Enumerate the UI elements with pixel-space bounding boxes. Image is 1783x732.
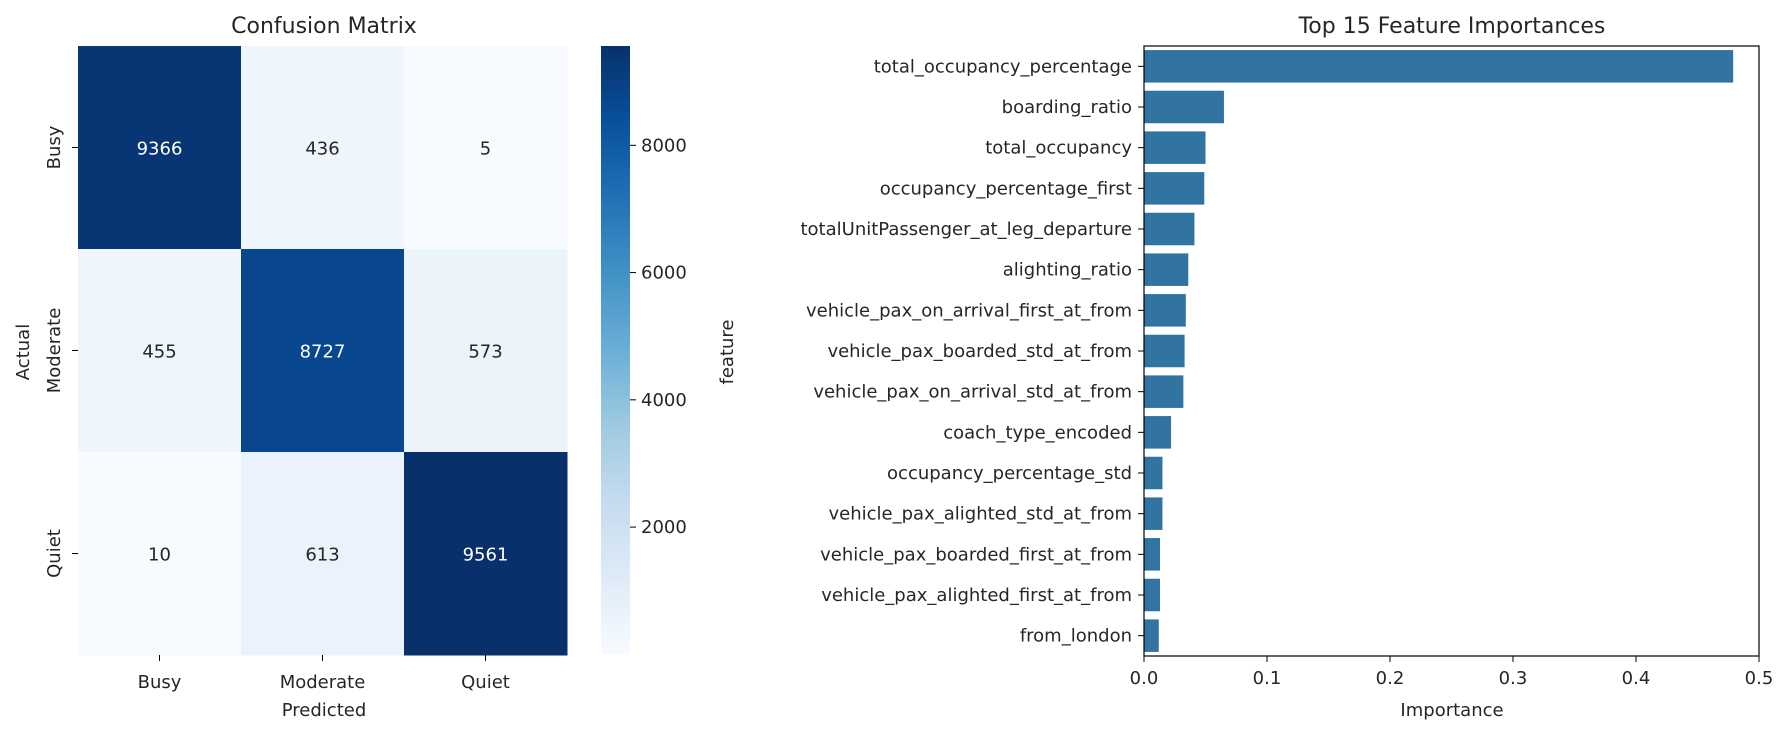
- cm-y-tick-label: Busy: [44, 125, 65, 169]
- cm-cell: [78, 452, 242, 656]
- fi-bars: [1144, 50, 1734, 652]
- colorbar-tick-label: 4000: [641, 390, 687, 411]
- cm-cell: [404, 249, 568, 453]
- colorbar-tick-label: 8000: [641, 135, 687, 156]
- fi-y-tick-label: vehicle_pax_boarded_first_at_from: [820, 544, 1132, 565]
- cm-cell-value: 436: [305, 139, 339, 160]
- cm-y-axis-label: Actual: [13, 324, 34, 380]
- confusion-matrix-panel: Confusion Matrix 9366 436 5 455 8727 573 10 613…: [13, 14, 687, 721]
- cm-cell-value: 613: [305, 545, 339, 566]
- colorbar-ticks: 2000 4000 6000 8000: [630, 135, 687, 538]
- fi-x-tick-label: 0.0: [1130, 668, 1159, 689]
- fi-y-tick-label: total_occupancy: [985, 138, 1132, 159]
- cm-y-tick-label: Moderate: [44, 308, 65, 394]
- cm-cell-value: 8727: [300, 342, 346, 363]
- fi-y-tick-label: totalUnitPassenger_at_leg_departure: [800, 219, 1132, 240]
- fi-bar: [1144, 172, 1205, 205]
- cm-cell-value: 5: [480, 139, 491, 160]
- fi-bar: [1144, 538, 1160, 571]
- cm-cell-value: 9561: [463, 545, 509, 566]
- fi-x-tick-label: 0.5: [1745, 668, 1774, 689]
- fi-bar: [1144, 497, 1163, 530]
- fi-bar: [1144, 50, 1734, 83]
- fi-y-tick-label: total_occupancy_percentage: [874, 56, 1132, 77]
- fi-y-tick-label: vehicle_pax_on_arrival_first_at_from: [806, 300, 1132, 321]
- fi-y-tick-label: boarding_ratio: [1002, 97, 1132, 118]
- colorbar-tick-label: 2000: [641, 517, 687, 538]
- cm-x-tick-label: Moderate: [280, 672, 366, 693]
- cm-cell: [241, 452, 405, 656]
- fi-bar: [1144, 456, 1163, 490]
- fi-x-tick-label: 0.1: [1253, 668, 1282, 689]
- fi-bar: [1144, 578, 1160, 612]
- cm-x-tick-label: Quiet: [461, 672, 510, 693]
- fi-y-ticks: total_occupancy_percentage boarding_ratio…: [800, 56, 1144, 647]
- feature-importance-panel: Top 15 Feature Importances total_occupan…: [717, 14, 1773, 721]
- fi-y-tick-label: occupancy_percentage_std: [887, 463, 1132, 484]
- fi-bar: [1144, 253, 1189, 286]
- cm-x-tick-label: Busy: [138, 672, 182, 693]
- cm-cell-value: 573: [468, 342, 502, 363]
- cm-cell: [404, 46, 568, 250]
- cm-cell: [404, 452, 568, 656]
- fi-y-tick-label: vehicle_pax_on_arrival_std_at_from: [813, 382, 1132, 403]
- fi-bar: [1144, 619, 1159, 652]
- fi-y-tick-label: vehicle_pax_alighted_first_at_from: [821, 585, 1132, 606]
- fi-title: Top 15 Feature Importances: [1298, 14, 1606, 39]
- cm-cell: [241, 46, 405, 250]
- fi-x-axis-label: Importance: [1400, 700, 1503, 721]
- fi-y-tick-label: vehicle_pax_boarded_std_at_from: [827, 341, 1132, 362]
- cm-y-tick-label: Quiet: [44, 529, 65, 578]
- cm-cell: [241, 249, 405, 453]
- fi-x-tick-label: 0.2: [1376, 668, 1405, 689]
- fi-y-tick-label: vehicle_pax_alighted_std_at_from: [829, 504, 1132, 525]
- cm-ticks: Busy Moderate Quiet Busy Moderate Quiet: [44, 125, 510, 693]
- colorbar-tick-label: 6000: [641, 263, 687, 284]
- cm-cell-value: 455: [142, 342, 176, 363]
- colorbar: [601, 46, 630, 654]
- fi-bar: [1144, 375, 1184, 408]
- fi-bar: [1144, 212, 1195, 246]
- cm-cell: [78, 249, 242, 453]
- cm-x-axis-label: Predicted: [282, 700, 367, 721]
- fi-bar: [1144, 334, 1185, 368]
- fi-x-tick-label: 0.3: [1499, 668, 1528, 689]
- fi-bar: [1144, 90, 1224, 124]
- fi-axes-frame: [1143, 45, 1760, 657]
- fi-y-axis-label: feature: [717, 320, 738, 385]
- fi-bar: [1144, 294, 1186, 327]
- fi-y-tick-label: alighting_ratio: [1003, 260, 1132, 281]
- cm-title: Confusion Matrix: [231, 14, 417, 39]
- fi-y-tick-label: coach_type_encoded: [943, 422, 1132, 443]
- fi-bar: [1144, 131, 1206, 164]
- cm-cell-value: 9366: [137, 139, 183, 160]
- fi-x-ticks: 0.0 0.1 0.2 0.3 0.4 0.5: [1130, 656, 1774, 689]
- cm-cell: [78, 46, 242, 250]
- fi-y-tick-label: occupancy_percentage_first: [880, 178, 1132, 199]
- fi-y-tick-label: from_london: [1020, 626, 1132, 647]
- fi-bar: [1144, 416, 1172, 449]
- cm-cells: 9366 436 5 455 8727 573 10 613 9561: [78, 46, 568, 656]
- cm-cell-value: 10: [148, 545, 171, 566]
- fi-x-tick-label: 0.4: [1622, 668, 1651, 689]
